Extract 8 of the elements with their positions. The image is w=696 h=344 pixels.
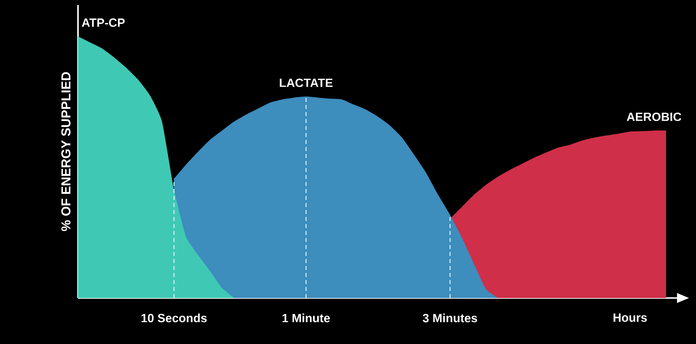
series-label: ATP-CP	[82, 18, 125, 27]
series-label: AEROBIC	[626, 112, 682, 122]
series-label: LACTATE	[280, 78, 333, 88]
x-tick-label: 10 Seconds	[142, 314, 207, 322]
x-tick-label: 3 Minutes	[422, 314, 478, 322]
x-tick-label: Hours	[614, 314, 647, 322]
y-axis-title: % OF ENERGY SUPPLIED	[61, 72, 70, 232]
x-tick-label: 1 Minute	[282, 314, 330, 322]
